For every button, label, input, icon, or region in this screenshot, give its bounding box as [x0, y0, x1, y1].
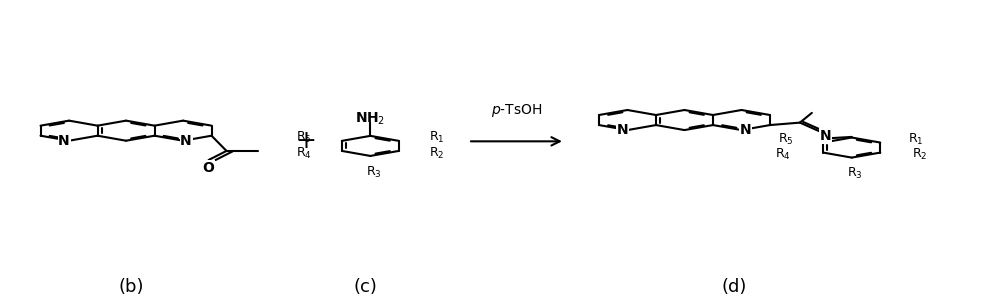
- Text: (b): (b): [118, 278, 144, 296]
- Text: O: O: [203, 161, 214, 175]
- Text: N: N: [58, 134, 70, 148]
- Text: R$_3$: R$_3$: [366, 165, 381, 180]
- Text: N: N: [617, 123, 628, 137]
- Text: R$_4$: R$_4$: [775, 146, 790, 162]
- Text: R$_4$: R$_4$: [296, 146, 312, 161]
- Text: R$_1$: R$_1$: [429, 130, 444, 146]
- Text: R$_5$: R$_5$: [296, 130, 312, 146]
- Text: R$_2$: R$_2$: [429, 146, 444, 161]
- Text: (d): (d): [722, 278, 747, 296]
- Text: R$_5$: R$_5$: [778, 132, 793, 147]
- Text: R$_3$: R$_3$: [847, 166, 863, 181]
- Text: R$_2$: R$_2$: [912, 146, 928, 162]
- Text: R$_1$: R$_1$: [908, 132, 924, 147]
- Text: N: N: [180, 134, 192, 148]
- Text: (c): (c): [353, 278, 377, 296]
- Text: N: N: [740, 123, 751, 137]
- Text: +: +: [295, 129, 316, 153]
- Text: NH$_2$: NH$_2$: [355, 111, 385, 127]
- Text: N: N: [820, 129, 832, 143]
- Text: $\it{p}$-TsOH: $\it{p}$-TsOH: [491, 103, 542, 119]
